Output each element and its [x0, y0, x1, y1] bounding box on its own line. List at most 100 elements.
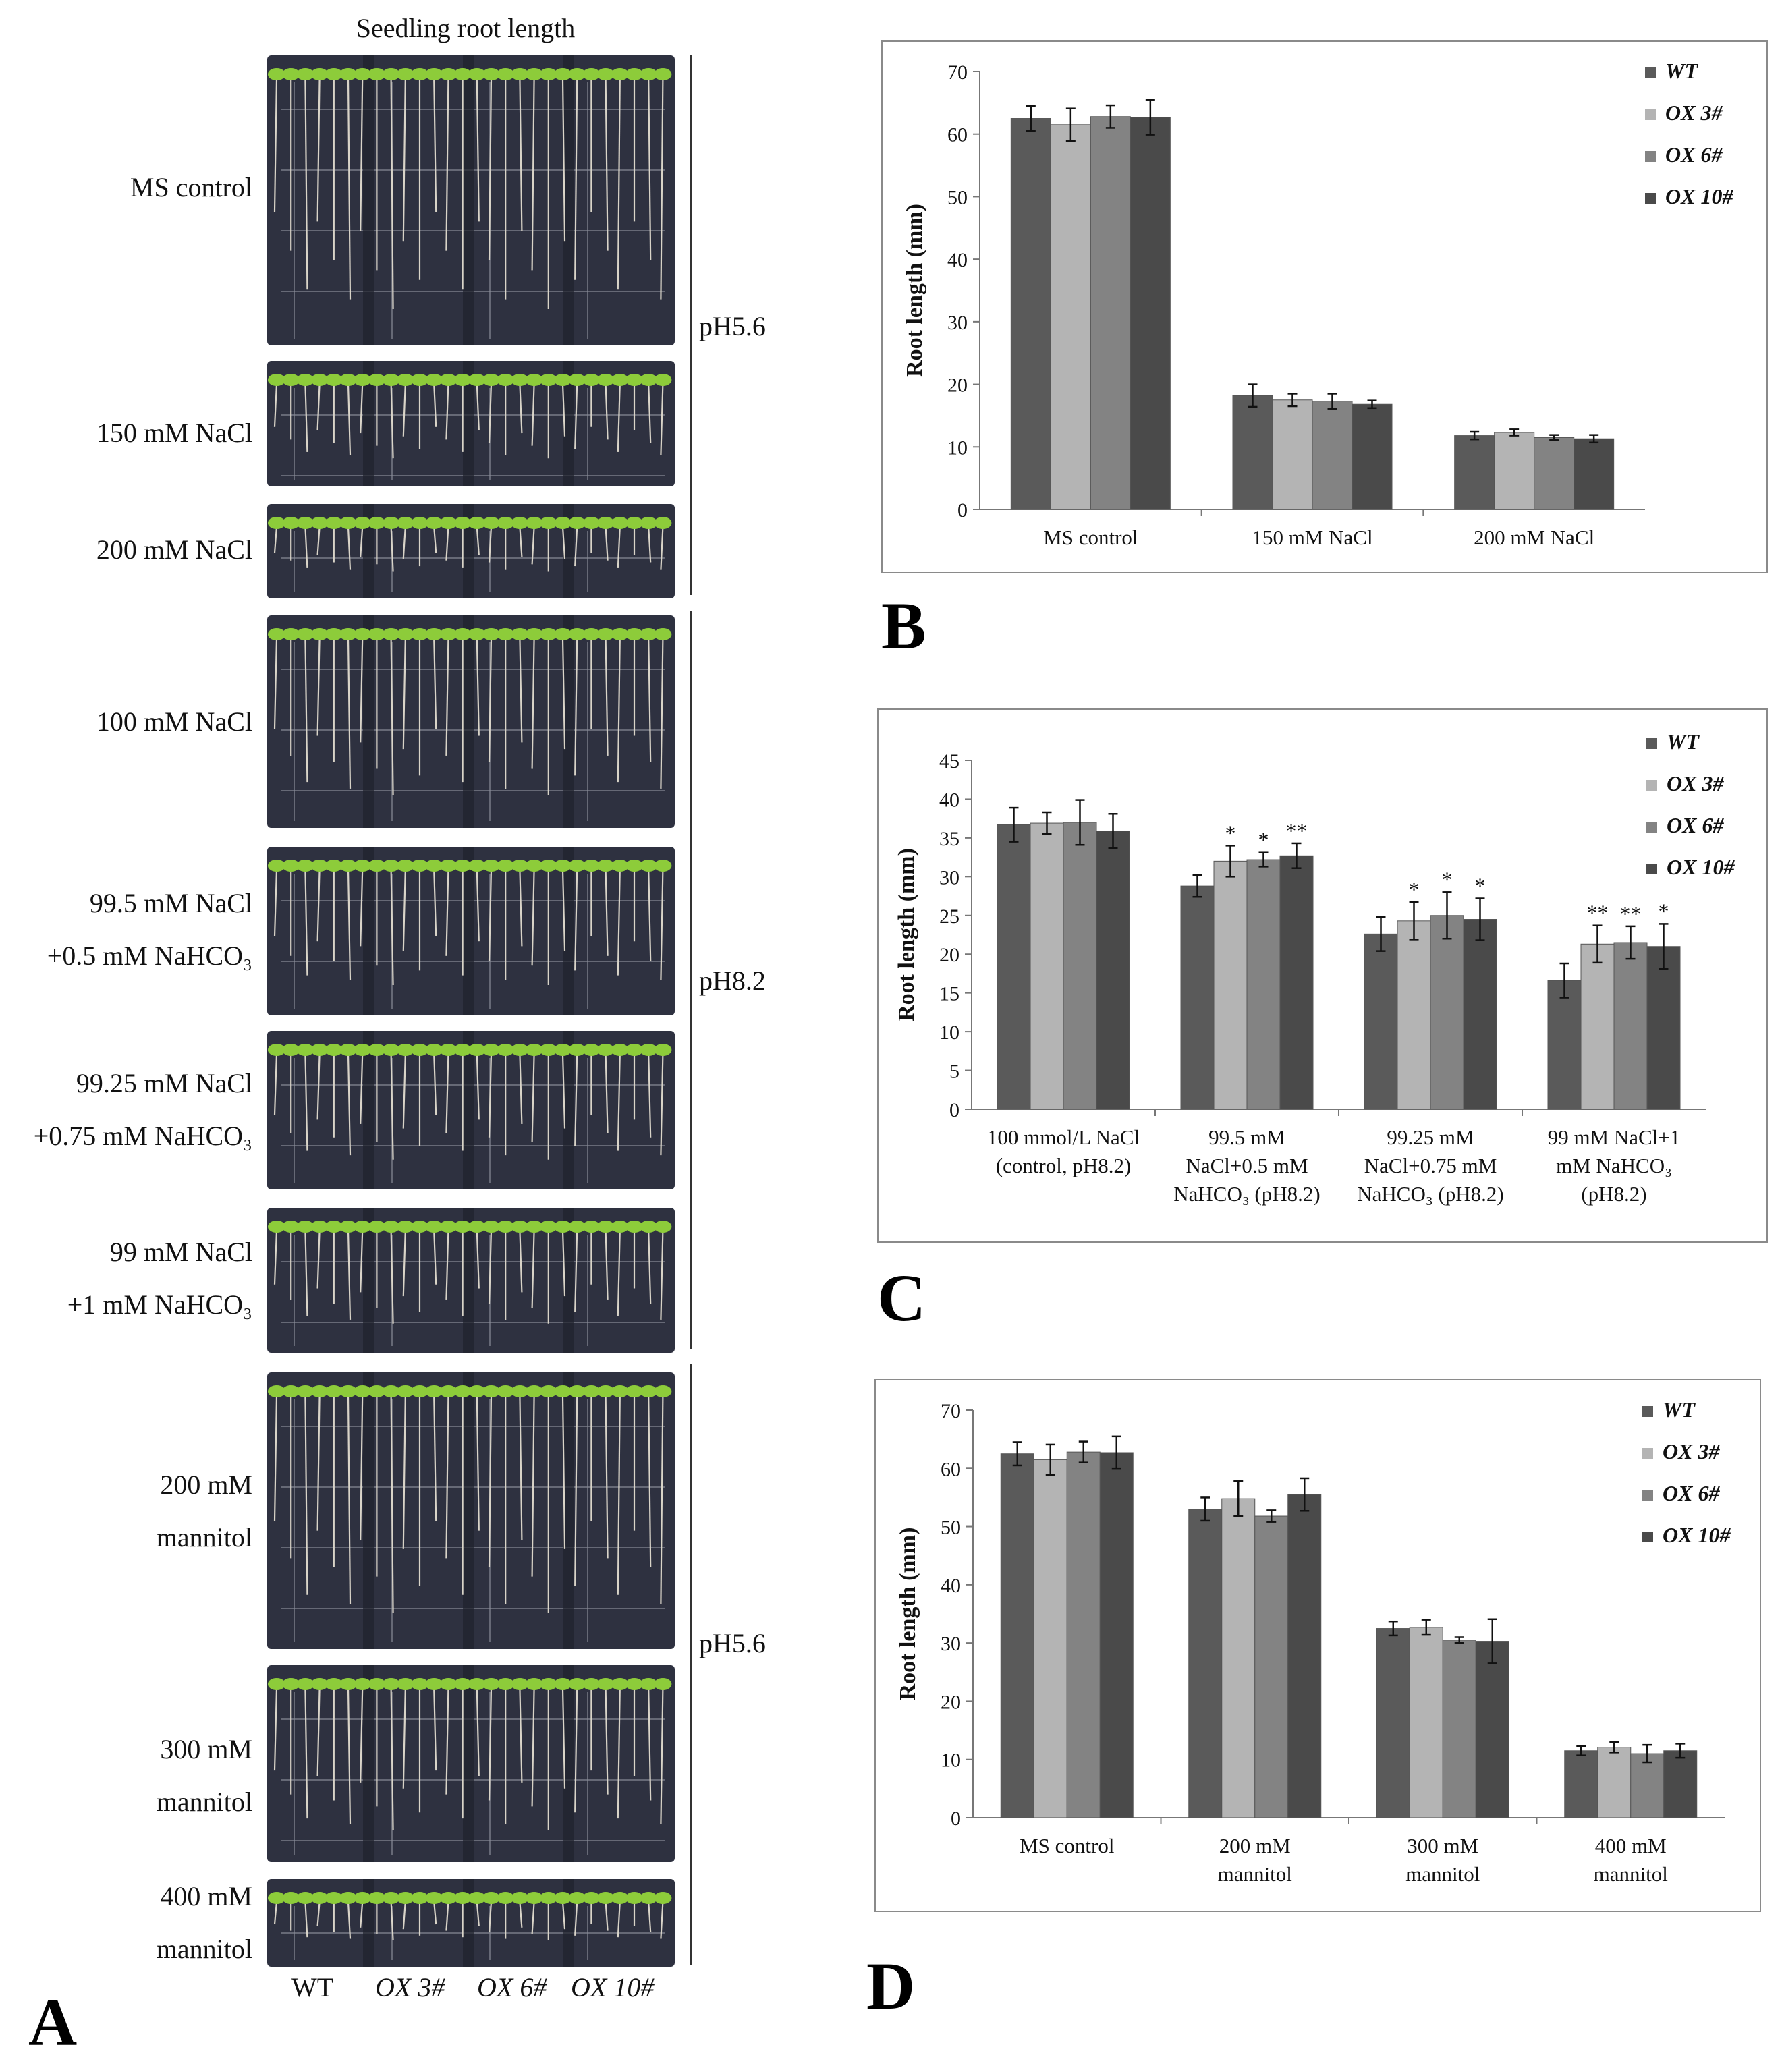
seedling-leaf — [396, 628, 414, 640]
bar — [1030, 822, 1064, 1110]
seedling-root — [347, 869, 352, 980]
seedling-root — [273, 1395, 278, 1522]
seedling-root — [445, 1053, 449, 1133]
plate-label-line: +1 mM NaHCO₃ — [67, 1289, 252, 1320]
plate-photo — [267, 615, 675, 828]
y-tick-label: 50 — [941, 1517, 961, 1539]
seedling-root — [488, 526, 493, 563]
seedling-root — [390, 78, 394, 310]
seedling-root — [648, 526, 652, 563]
bar — [1430, 915, 1464, 1110]
seedling-root — [402, 383, 406, 437]
seedling-root — [433, 1901, 437, 1925]
panel-letter-a: A — [28, 1985, 78, 2060]
plate-label: 200 mM NaCl — [9, 524, 252, 576]
seedling-root — [304, 638, 308, 783]
seedling-root — [445, 1230, 449, 1300]
plate-label: 99.5 mM NaCl +0.5 mM NaHCO₃ — [9, 877, 252, 982]
seedling-leaf — [282, 1221, 300, 1233]
bar — [1494, 432, 1535, 510]
bar — [1033, 1459, 1067, 1818]
seedling-leaf — [268, 517, 285, 529]
seedling-leaf — [411, 1044, 428, 1056]
seedling-leaf — [497, 860, 515, 872]
y-axis-label: Root length (mm) — [902, 204, 927, 377]
seedling-root — [304, 78, 308, 290]
seedling-leaf — [354, 860, 372, 872]
seedling-root — [617, 1901, 621, 1938]
seedling-leaf — [525, 860, 543, 872]
bar — [1090, 116, 1131, 510]
seedling-root — [574, 526, 578, 567]
seedling-root — [316, 1687, 321, 1777]
seedling-leaf — [482, 628, 500, 640]
significance-mark: * — [1659, 899, 1669, 923]
bar — [1352, 403, 1393, 510]
seedling-root — [605, 869, 609, 956]
seedling-leaf — [310, 1892, 329, 1904]
chart-d: 0 10 20 30 40 50 60 70 Root length (mm) MS contro… — [895, 1397, 1731, 1886]
significance-mark: * — [1475, 874, 1486, 898]
seedling-root — [488, 383, 493, 443]
y-tick-label: 60 — [947, 124, 968, 146]
seedling-root — [445, 1395, 449, 1559]
seedling-leaf — [497, 628, 515, 640]
bar — [1180, 885, 1215, 1110]
seedling-root — [574, 1230, 578, 1312]
seedling-leaf — [339, 68, 357, 80]
bar — [1580, 943, 1615, 1110]
seedling-root — [390, 1687, 394, 1830]
ph-label-3: pH5.6 — [699, 1628, 766, 1658]
ph-label-2: pH8.2 — [699, 965, 766, 996]
plate-separator — [363, 1665, 374, 1862]
legend-label: OX 3# — [1665, 101, 1723, 125]
category-label: 100 mmol/L NaCl — [987, 1125, 1140, 1149]
plate-seedlings — [268, 1208, 672, 1353]
y-axis-label: Root length (mm) — [894, 848, 919, 1021]
plate-separator — [563, 615, 574, 828]
seedling-leaf — [396, 1385, 414, 1397]
category-label: (control, pH8.2) — [996, 1154, 1132, 1177]
bar — [1475, 1641, 1509, 1818]
seedling-leaf — [411, 1892, 428, 1904]
category-label: 400 mM — [1595, 1834, 1667, 1857]
seedling-root — [605, 1230, 609, 1300]
seedling-leaf — [468, 517, 486, 529]
seedling-leaf — [282, 628, 300, 640]
seedling-leaf — [368, 1221, 386, 1233]
seedling-root — [531, 1395, 535, 1577]
seedling-root — [531, 78, 535, 271]
ph-bracket-1 — [690, 55, 692, 595]
category-label: NaCl+0.75 mM — [1364, 1154, 1497, 1177]
seedling-leaf — [568, 628, 586, 640]
seedling-root — [476, 1395, 480, 1531]
legend-swatch — [1642, 1490, 1653, 1501]
seedling-leaf — [539, 1678, 557, 1690]
seedling-root — [433, 78, 437, 213]
seedling-root — [402, 1053, 406, 1129]
legend-label: OX 10# — [1667, 855, 1735, 879]
genotype-label-wt: WT — [291, 1972, 334, 2003]
seedling-root — [617, 383, 621, 452]
bar — [1272, 399, 1313, 510]
seedling-leaf — [525, 1221, 543, 1233]
seedling-root — [519, 1687, 523, 1783]
y-tick-label: 40 — [941, 1575, 961, 1597]
seedling-root — [304, 526, 308, 568]
plate-label: 99 mM NaCl +1 mM NaHCO₃ — [9, 1226, 252, 1331]
legend-swatch — [1642, 1406, 1653, 1417]
seedling-root — [574, 78, 578, 280]
plate-label-line: 200 mM NaCl — [96, 534, 252, 565]
seedling-leaf — [568, 1678, 586, 1690]
seedling-leaf — [554, 517, 572, 529]
plate-label: 100 mM NaCl — [9, 696, 252, 748]
seedling-leaf — [396, 374, 414, 386]
plate-separator — [563, 1031, 574, 1189]
seedling-root — [273, 1230, 278, 1285]
seedling-leaf — [296, 860, 314, 872]
panel-letter-b: B — [881, 588, 926, 663]
seedling-root — [273, 383, 278, 427]
category-label: 200 mM — [1219, 1834, 1291, 1857]
seedling-leaf — [382, 860, 400, 872]
seedling-leaf — [425, 1385, 443, 1397]
